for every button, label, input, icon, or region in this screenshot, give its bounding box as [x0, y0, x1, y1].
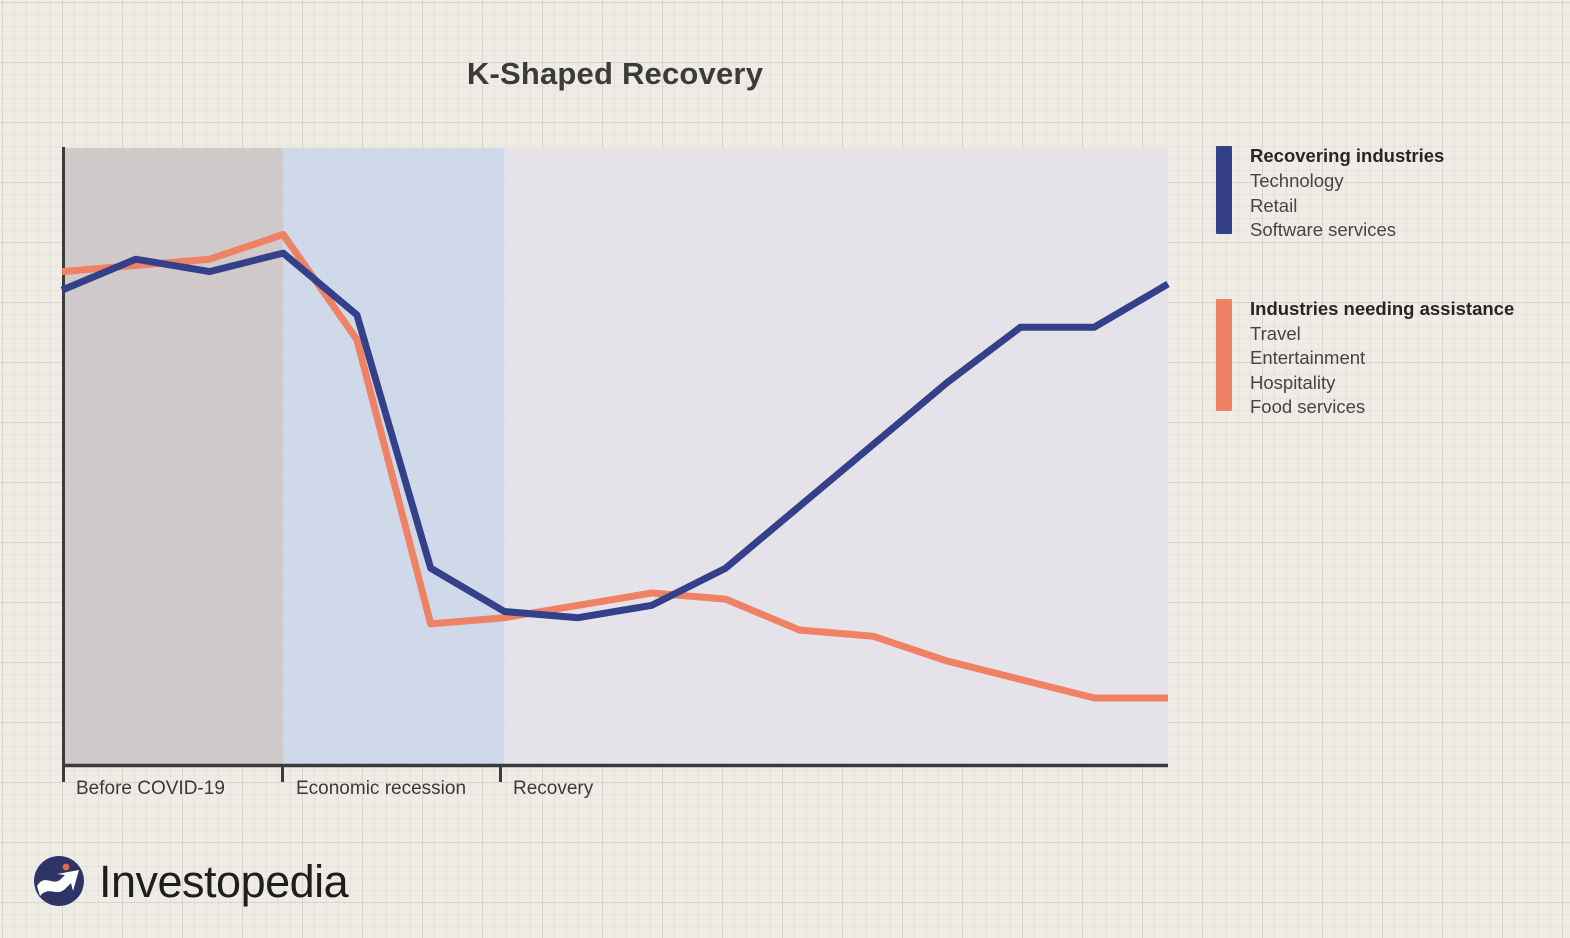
series-line-industries-needing-assistance [61, 231, 1168, 702]
legend-swatch-industries-needing-assistance [1216, 298, 1232, 411]
band-economic-recession [283, 148, 505, 766]
legend-item-travel: Travel [1250, 322, 1301, 344]
investopedia-logo-icon [34, 856, 84, 906]
x-axis-label-recovery: Recovery [513, 778, 594, 799]
legend-item-food-services: Food services [1250, 396, 1366, 417]
page-title: K-Shaped Recovery [466, 56, 764, 91]
brand-name: Investopedia [99, 855, 349, 907]
legend-item-technology: Technology [1250, 170, 1344, 191]
x-axis-label-economic-recession: Economic recession [296, 778, 467, 799]
series-line-recovering-industries [60, 249, 1170, 622]
legend-swatch-recovering-industries [1216, 146, 1232, 234]
band-recovery [504, 148, 1168, 766]
legend-item-retail: Retail [1250, 194, 1298, 216]
legend-heading-industries-needing-assistance: Industries needing assistance [1250, 297, 1515, 319]
x-axis-label-before-covid: Before COVID-19 [76, 778, 225, 799]
brand-logo: Investopedia [33, 855, 349, 907]
legend-group-recovering-industries: Recovering industries Technology Retail … [1216, 143, 1556, 243]
legend-item-hospitality: Hospitality [1250, 371, 1336, 393]
legend-group-industries-needing-assistance: Industries needing assistance Travel Ent… [1216, 296, 1556, 420]
chart-legend: Recovering industries Technology Retail … [1216, 143, 1556, 420]
legend-item-entertainment: Entertainment [1250, 347, 1366, 368]
band-before-covid [62, 148, 284, 766]
legend-item-software-services: Software services [1250, 219, 1396, 240]
legend-heading-recovering-industries: Recovering industries [1250, 145, 1445, 166]
